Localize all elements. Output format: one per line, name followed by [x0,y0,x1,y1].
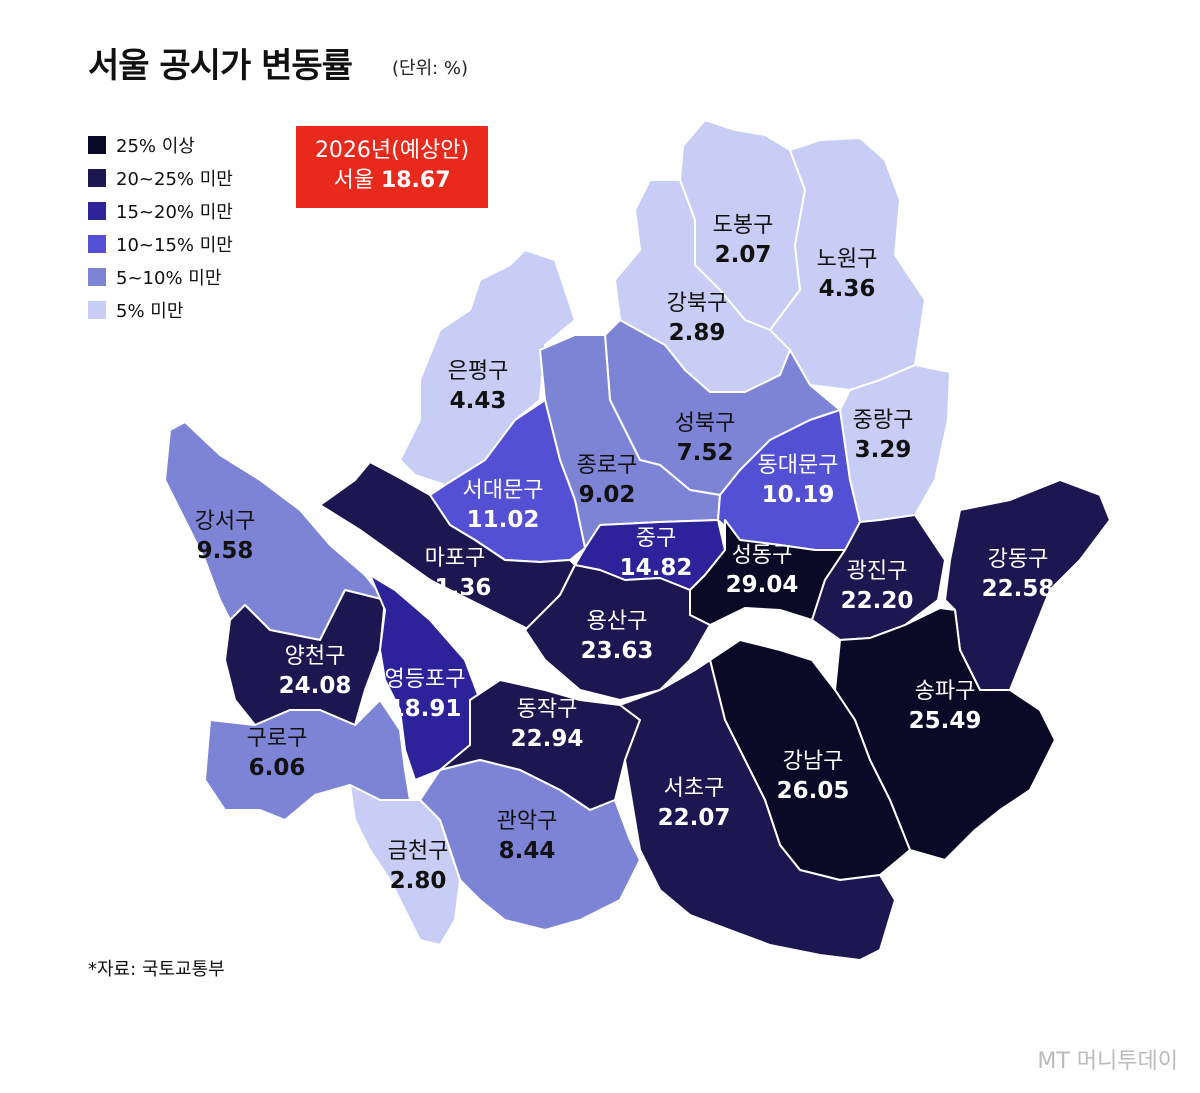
district-name: 금천구 [388,839,449,864]
district-name: 강서구 [195,509,256,534]
district-value: 22.58 [982,576,1055,602]
legend-label: 20~25% 미만 [116,168,233,190]
district-name: 광진구 [847,559,908,584]
district-name: 강동구 [988,547,1049,572]
district-value: 2.89 [669,320,726,346]
district-value: 26.05 [777,778,850,804]
district-shapes [164,119,1111,961]
district-shape-mapo [319,461,576,631]
district-name: 강남구 [783,749,844,774]
district-name: 용산구 [587,609,648,634]
district-name: 도봉구 [713,213,774,238]
legend-label: 10~15% 미만 [116,234,233,256]
district-shape-geumcheon [349,784,461,946]
district-shape-yongsan [524,564,711,701]
district-name: 중랑구 [853,408,914,433]
district-value: 4.43 [450,388,507,414]
legend-swatch [88,267,106,286]
district-value: 8.44 [499,838,556,864]
publisher-credit: MT 머니투데이 [1037,1049,1178,1074]
legend-swatch [88,201,106,220]
district-value: 2.80 [390,868,447,894]
district-name: 중구 [636,526,676,551]
district-name: 강북구 [667,291,728,316]
legend-item: 15~20% 미만 [88,194,233,227]
legend-item: 5~10% 미만 [88,260,233,293]
district-name: 성동구 [732,543,793,568]
legend-label: 5% 미만 [116,300,184,322]
legend-item: 10~15% 미만 [88,227,233,260]
district-value: 21.36 [419,575,492,601]
district-value: 22.07 [658,805,731,831]
district-value: 10.19 [762,482,835,508]
district-value: 18.91 [389,696,462,722]
legend-item: 5% 미만 [88,293,233,326]
district-name: 영등포구 [385,667,466,692]
district-name: 종로구 [577,453,638,478]
district-name: 구로구 [247,726,308,751]
district-name: 양천구 [285,644,346,669]
district-value: 9.58 [197,538,254,564]
district-shape-yangcheon [224,589,386,726]
legend-label: 15~20% 미만 [116,201,233,223]
district-labels: 도봉구 2.07 노원구 4.36 강북구 2.89 은평구 4.43 성북구 7.52 중랑구 3.… [195,213,1055,894]
legend: 25% 이상 20~25% 미만 15~20% 미만 10~15% 미만 5~1… [88,128,233,326]
district-value: 23.63 [581,638,654,664]
legend-swatch [88,300,106,319]
district-value: 3.29 [855,437,912,463]
district-shape-seocho [619,659,896,961]
source-note: *자료: 국토교통부 [88,959,225,980]
highlight-seoul: 서울 18.67 [296,166,488,196]
district-name: 성북구 [675,411,736,436]
highlight-label: 서울 [333,168,374,193]
district-value: 29.04 [726,572,799,598]
district-value: 22.94 [511,726,584,752]
district-shape-yeongdeungpo [369,574,481,781]
district-name: 관악구 [497,809,558,834]
legend-swatch [88,168,106,187]
district-name: 은평구 [448,359,509,384]
district-name: 송파구 [915,679,976,704]
district-value: 24.08 [279,673,352,699]
highlight-year: 2026년(예상안) [314,138,470,163]
legend-label: 25% 이상 [116,135,195,157]
seoul-average-box: 2026년(예상안) 서울 18.67 [296,126,488,208]
map-title: 서울 공시가 변동률 [88,46,353,86]
legend-swatch [88,135,106,154]
district-value: 22.20 [841,588,914,614]
district-name: 서대문구 [463,478,544,503]
district-name: 노원구 [817,247,878,272]
district-value: 2.07 [715,242,772,268]
district-value: 7.52 [677,440,734,466]
district-shape-seongdong [689,519,846,626]
district-value: 9.02 [579,482,636,508]
district-name: 동작구 [517,697,578,722]
district-value: 11.02 [467,507,540,533]
district-shape-eunpyeong [399,249,576,486]
district-shape-gwangjin [811,514,946,641]
district-name: 동대문구 [758,453,839,478]
legend-label: 5~10% 미만 [116,267,222,289]
district-value: 14.82 [620,555,693,581]
legend-item: 20~25% 미만 [88,161,233,194]
legend-item: 25% 이상 [88,128,233,161]
legend-swatch [88,234,106,253]
district-value: 6.06 [249,755,306,781]
district-value: 4.36 [819,276,876,302]
district-name: 마포구 [425,546,486,571]
district-value: 25.49 [909,708,982,734]
district-shape-gangdong [944,479,1111,691]
district-name: 서초구 [664,776,725,801]
highlight-value: 18.67 [380,168,451,193]
unit-label: (단위: %) [392,58,469,79]
